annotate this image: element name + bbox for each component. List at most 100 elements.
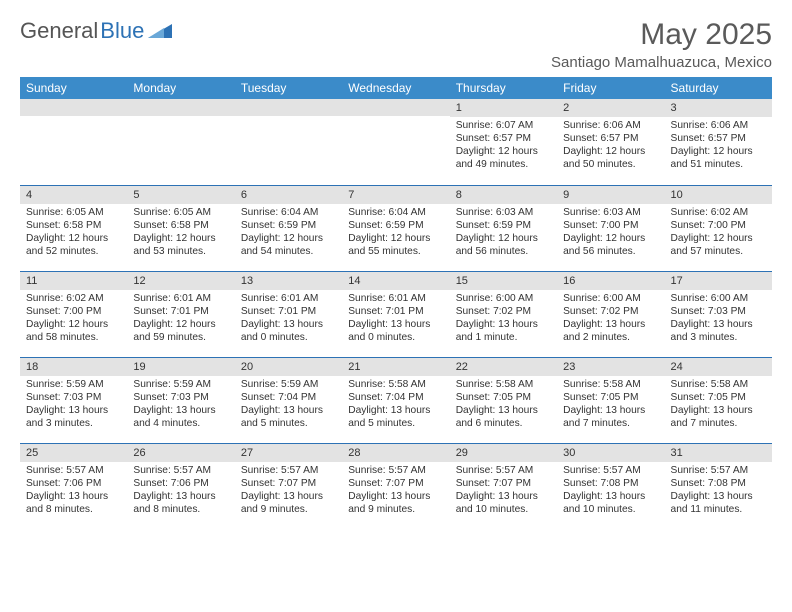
day-line: Sunrise: 5:58 AM: [671, 378, 766, 391]
day-line: Daylight: 13 hours: [241, 404, 336, 417]
calendar-cell: 20Sunrise: 5:59 AMSunset: 7:04 PMDayligh…: [235, 357, 342, 443]
calendar-cell: [235, 99, 342, 185]
calendar-cell: [127, 99, 234, 185]
day-line: Sunrise: 6:07 AM: [456, 119, 551, 132]
day-line: Daylight: 13 hours: [563, 318, 658, 331]
day-number: 6: [235, 186, 342, 204]
day-line: Sunset: 7:07 PM: [241, 477, 336, 490]
day-line: Sunset: 7:03 PM: [26, 391, 121, 404]
day-line: and 3 minutes.: [26, 417, 121, 430]
day-line: Sunset: 6:58 PM: [133, 219, 228, 232]
calendar-cell: 29Sunrise: 5:57 AMSunset: 7:07 PMDayligh…: [450, 443, 557, 529]
calendar-cell: 3Sunrise: 6:06 AMSunset: 6:57 PMDaylight…: [665, 99, 772, 185]
day-line: Sunset: 6:57 PM: [456, 132, 551, 145]
day-body: Sunrise: 6:06 AMSunset: 6:57 PMDaylight:…: [665, 117, 772, 175]
day-line: and 10 minutes.: [563, 503, 658, 516]
calendar-cell: 10Sunrise: 6:02 AMSunset: 7:00 PMDayligh…: [665, 185, 772, 271]
day-number: 25: [20, 444, 127, 462]
calendar-cell: 6Sunrise: 6:04 AMSunset: 6:59 PMDaylight…: [235, 185, 342, 271]
day-body: Sunrise: 6:05 AMSunset: 6:58 PMDaylight:…: [20, 204, 127, 262]
day-body: [20, 116, 127, 122]
weekday-header: Saturday: [665, 77, 772, 99]
day-body: Sunrise: 6:00 AMSunset: 7:03 PMDaylight:…: [665, 290, 772, 348]
day-line: Sunset: 7:01 PM: [348, 305, 443, 318]
day-number: 10: [665, 186, 772, 204]
day-line: Sunset: 7:00 PM: [671, 219, 766, 232]
day-number: 26: [127, 444, 234, 462]
day-line: Daylight: 12 hours: [26, 232, 121, 245]
day-line: Sunset: 7:01 PM: [133, 305, 228, 318]
day-body: Sunrise: 5:57 AMSunset: 7:07 PMDaylight:…: [235, 462, 342, 520]
day-number: 9: [557, 186, 664, 204]
day-number: 8: [450, 186, 557, 204]
calendar-cell: 2Sunrise: 6:06 AMSunset: 6:57 PMDaylight…: [557, 99, 664, 185]
brand-part2: Blue: [100, 18, 144, 44]
day-line: and 4 minutes.: [133, 417, 228, 430]
day-number: 30: [557, 444, 664, 462]
day-line: Sunrise: 5:57 AM: [456, 464, 551, 477]
calendar-cell: 15Sunrise: 6:00 AMSunset: 7:02 PMDayligh…: [450, 271, 557, 357]
day-line: Sunrise: 6:00 AM: [563, 292, 658, 305]
day-line: Sunset: 7:08 PM: [563, 477, 658, 490]
day-body: [342, 116, 449, 122]
day-line: and 54 minutes.: [241, 245, 336, 258]
day-line: Sunrise: 6:02 AM: [26, 292, 121, 305]
day-line: Daylight: 13 hours: [241, 318, 336, 331]
day-number: 28: [342, 444, 449, 462]
header: GeneralBlue May 2025 Santiago Mamalhuazu…: [20, 18, 772, 71]
day-line: Daylight: 13 hours: [671, 404, 766, 417]
day-line: Sunrise: 6:05 AM: [26, 206, 121, 219]
day-number: 4: [20, 186, 127, 204]
day-body: Sunrise: 5:57 AMSunset: 7:07 PMDaylight:…: [450, 462, 557, 520]
day-line: Daylight: 13 hours: [671, 490, 766, 503]
day-body: Sunrise: 6:06 AMSunset: 6:57 PMDaylight:…: [557, 117, 664, 175]
day-line: Sunset: 7:03 PM: [133, 391, 228, 404]
day-line: and 9 minutes.: [241, 503, 336, 516]
calendar-cell: 21Sunrise: 5:58 AMSunset: 7:04 PMDayligh…: [342, 357, 449, 443]
day-body: Sunrise: 6:00 AMSunset: 7:02 PMDaylight:…: [450, 290, 557, 348]
calendar-week: 11Sunrise: 6:02 AMSunset: 7:00 PMDayligh…: [20, 271, 772, 357]
day-line: Sunset: 7:00 PM: [26, 305, 121, 318]
day-line: Sunrise: 5:57 AM: [241, 464, 336, 477]
day-line: Sunset: 7:02 PM: [563, 305, 658, 318]
day-body: Sunrise: 6:03 AMSunset: 7:00 PMDaylight:…: [557, 204, 664, 262]
day-line: Daylight: 13 hours: [348, 404, 443, 417]
day-body: Sunrise: 6:01 AMSunset: 7:01 PMDaylight:…: [235, 290, 342, 348]
day-body: [127, 116, 234, 122]
day-line: Sunrise: 6:04 AM: [241, 206, 336, 219]
day-line: Daylight: 13 hours: [456, 318, 551, 331]
day-body: Sunrise: 5:57 AMSunset: 7:06 PMDaylight:…: [127, 462, 234, 520]
day-line: Sunset: 7:07 PM: [348, 477, 443, 490]
day-body: Sunrise: 5:57 AMSunset: 7:08 PMDaylight:…: [557, 462, 664, 520]
day-number: 17: [665, 272, 772, 290]
day-body: Sunrise: 5:57 AMSunset: 7:08 PMDaylight:…: [665, 462, 772, 520]
day-body: Sunrise: 6:02 AMSunset: 7:00 PMDaylight:…: [20, 290, 127, 348]
calendar-cell: 5Sunrise: 6:05 AMSunset: 6:58 PMDaylight…: [127, 185, 234, 271]
day-line: Daylight: 13 hours: [133, 404, 228, 417]
calendar-cell: 23Sunrise: 5:58 AMSunset: 7:05 PMDayligh…: [557, 357, 664, 443]
day-line: Sunrise: 5:59 AM: [133, 378, 228, 391]
calendar-cell: 17Sunrise: 6:00 AMSunset: 7:03 PMDayligh…: [665, 271, 772, 357]
day-line: Sunrise: 5:58 AM: [563, 378, 658, 391]
location: Santiago Mamalhuazuca, Mexico: [551, 54, 772, 71]
calendar-cell: 14Sunrise: 6:01 AMSunset: 7:01 PMDayligh…: [342, 271, 449, 357]
day-line: and 56 minutes.: [563, 245, 658, 258]
calendar-body: 1 Sunrise: 6:07 AMSunset: 6:57 PM Daylight…: [20, 99, 772, 529]
day-line: and 51 minutes.: [671, 158, 766, 171]
day-line: and 50 minutes.: [563, 158, 658, 171]
day-line: Sunset: 7:06 PM: [133, 477, 228, 490]
day-line: Sunrise: 6:01 AM: [348, 292, 443, 305]
day-line: Sunrise: 6:00 AM: [671, 292, 766, 305]
day-number: 11: [20, 272, 127, 290]
day-line: and 3 minutes.: [671, 331, 766, 344]
day-line: and 49 minutes.: [456, 158, 551, 171]
calendar-cell: 28Sunrise: 5:57 AMSunset: 7:07 PMDayligh…: [342, 443, 449, 529]
day-line: and 58 minutes.: [26, 331, 121, 344]
day-line: and 52 minutes.: [26, 245, 121, 258]
day-number: 1: [450, 99, 557, 117]
calendar-cell: 9Sunrise: 6:03 AMSunset: 7:00 PMDaylight…: [557, 185, 664, 271]
day-number: 24: [665, 358, 772, 376]
day-line: and 6 minutes.: [456, 417, 551, 430]
calendar-cell: 27Sunrise: 5:57 AMSunset: 7:07 PMDayligh…: [235, 443, 342, 529]
calendar-cell: 7Sunrise: 6:04 AMSunset: 6:59 PMDaylight…: [342, 185, 449, 271]
